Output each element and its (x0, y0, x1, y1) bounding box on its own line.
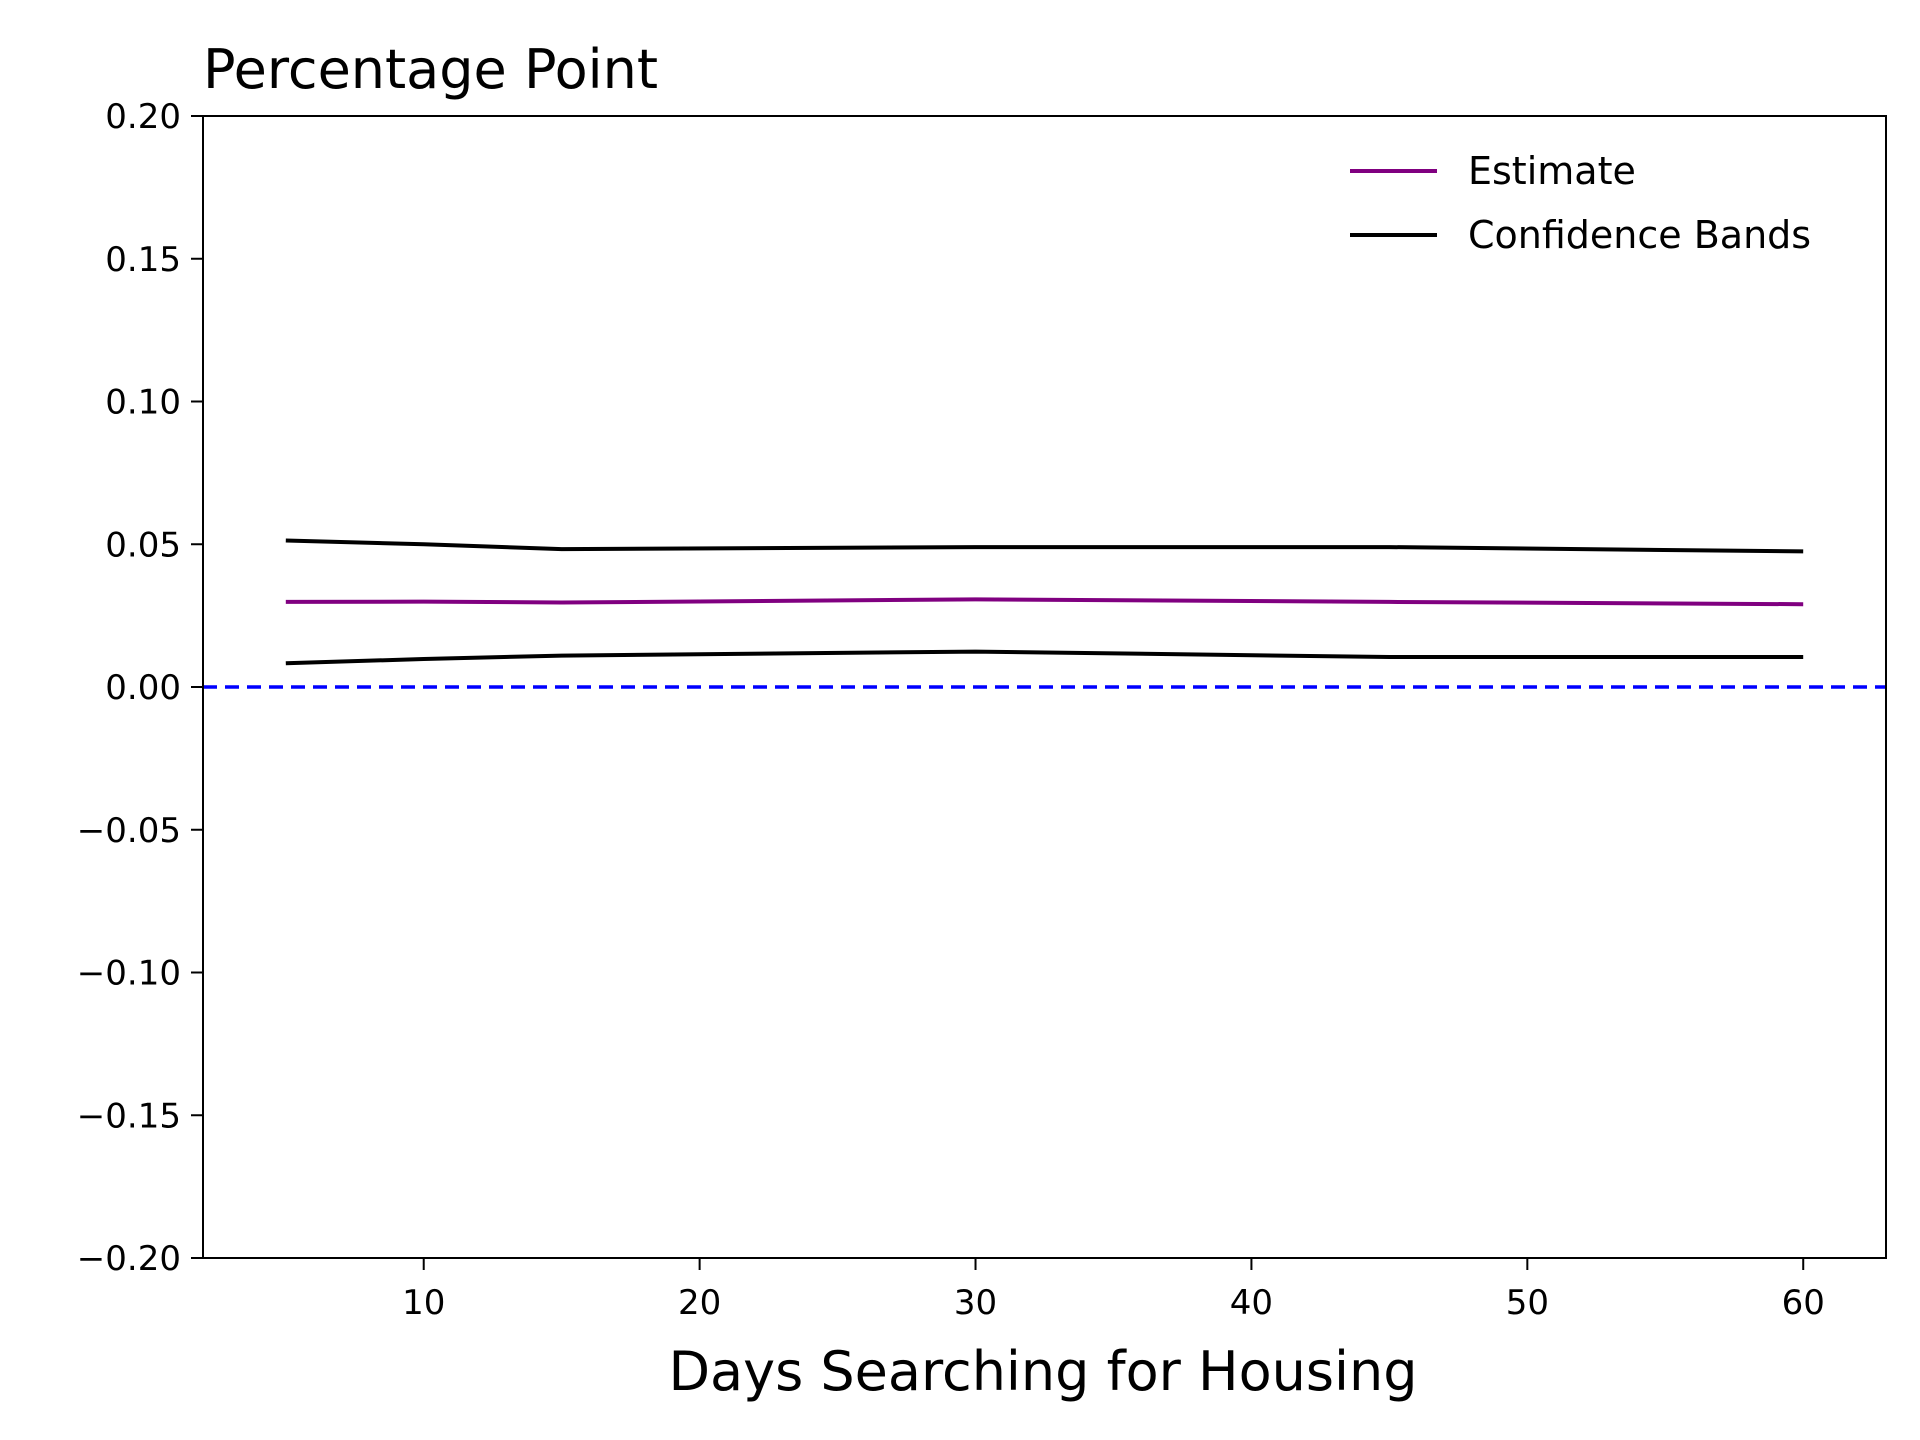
legend: Estimate Confidence Bands (1350, 149, 1811, 257)
y-tick-label: −0.10 (77, 954, 181, 994)
legend-label: Confidence Bands (1468, 213, 1811, 257)
x-tick-label: 60 (1782, 1283, 1825, 1323)
y-tick-label: −0.05 (77, 811, 181, 851)
legend-label: Estimate (1468, 149, 1636, 193)
y-tick-label: −0.15 (77, 1096, 181, 1136)
x-tick-label: 50 (1506, 1283, 1549, 1323)
x-axis-title: Days Searching for Housing (668, 1340, 1417, 1403)
estimate-line (285, 597, 1804, 607)
lower-confidence-band-line (285, 649, 1804, 666)
upper-confidence-band-line (285, 538, 1804, 554)
y-tick-label: 0.00 (105, 668, 181, 708)
x-tick-label: 40 (1230, 1283, 1273, 1323)
plot-area: 0.20 0.15 0.10 0.05 0.00 −0.05 −0.10 −0.15 −0.20… (77, 97, 1887, 1323)
x-tick-label: 10 (402, 1283, 445, 1323)
x-tick-label: 30 (954, 1283, 997, 1323)
chart-title: Percentage Point (203, 38, 658, 101)
y-tick-label: 0.05 (105, 525, 181, 565)
y-tick-label: 0.20 (105, 97, 181, 137)
y-tick-label: 0.15 (105, 240, 181, 280)
y-tick-label: −0.20 (77, 1239, 181, 1279)
plot-frame (202, 115, 1887, 1259)
y-tick-label: 0.10 (105, 383, 181, 423)
x-tick-label: 20 (678, 1283, 721, 1323)
